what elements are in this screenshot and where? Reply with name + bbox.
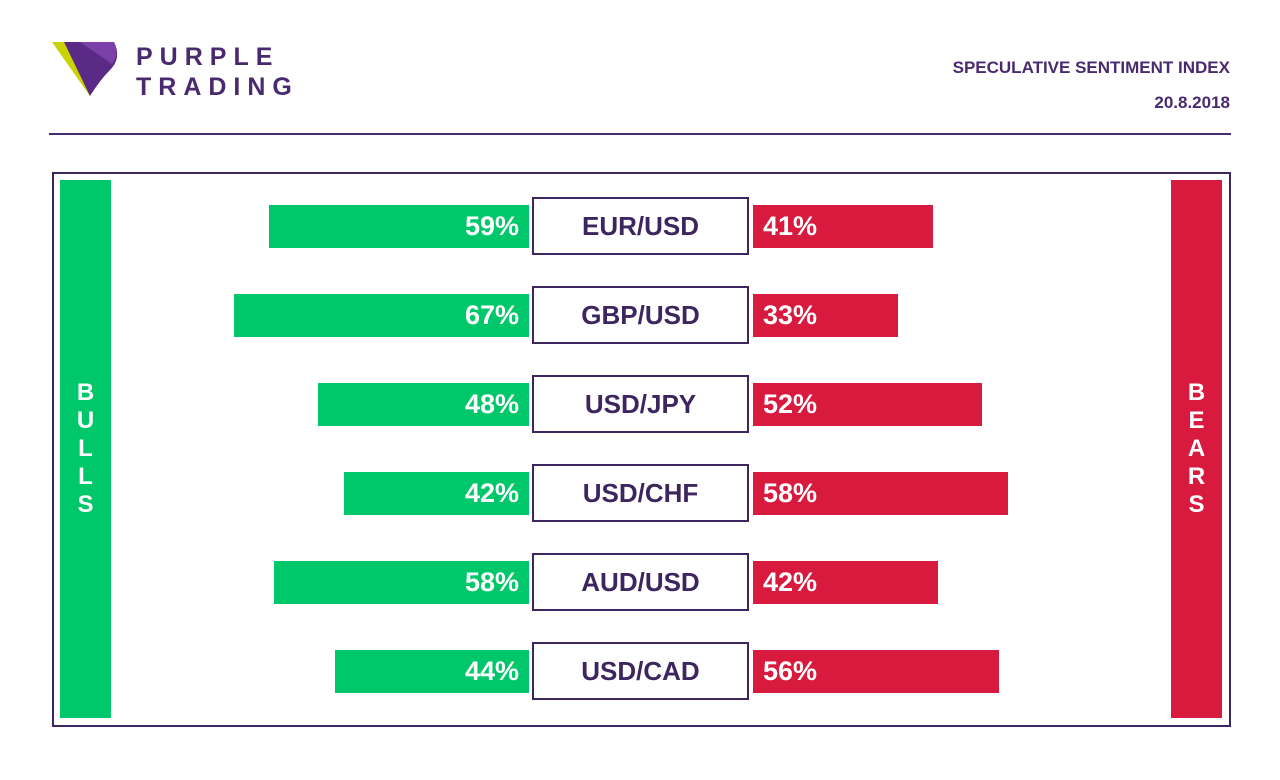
bulls-label-letter: U: [76, 407, 95, 434]
bear-bar: 58%: [753, 472, 1009, 515]
bears-label-letter: B: [1187, 379, 1206, 406]
bears-label-letter: A: [1187, 435, 1206, 462]
pair-label: GBP/USD: [532, 286, 749, 344]
chart-frame: [52, 172, 1231, 727]
brand-name: PURPLE TRADING: [136, 42, 299, 102]
pair-label: USD/CAD: [532, 642, 749, 700]
bear-bar: 56%: [753, 650, 1000, 693]
brand-line-2: TRADING: [136, 73, 299, 101]
bulls-label-letter: L: [78, 435, 93, 462]
bear-bar: 41%: [753, 205, 934, 248]
bull-bar: 44%: [335, 650, 529, 693]
bull-bar: 59%: [269, 205, 529, 248]
bulls-label-letter: S: [77, 491, 94, 518]
page-title: SPECULATIVE SENTIMENT INDEX: [952, 58, 1230, 77]
bull-bar: 58%: [273, 561, 529, 604]
report-date: 20.8.2018: [1154, 93, 1230, 112]
bulls-label-letter: L: [78, 463, 93, 490]
bulls-label-letter: B: [76, 379, 95, 406]
bears-label-letter: E: [1188, 407, 1205, 434]
bears-label-letter: S: [1188, 491, 1205, 518]
bull-bar: 67%: [234, 294, 529, 337]
bear-bar: 42%: [753, 561, 938, 604]
brand-line-1: PURPLE: [136, 43, 280, 71]
bear-bar: 52%: [753, 383, 982, 426]
pair-label: AUD/USD: [532, 553, 749, 611]
bear-bar: 33%: [753, 294, 899, 337]
bears-label-letter: R: [1187, 463, 1206, 490]
header-divider: [49, 133, 1231, 135]
pair-label: USD/JPY: [532, 375, 749, 433]
pair-label: EUR/USD: [532, 197, 749, 255]
logo-mark-icon: [52, 42, 118, 96]
pair-label: USD/CHF: [532, 464, 749, 522]
bull-bar: 42%: [344, 472, 529, 515]
purple-trading-logo: PURPLE TRADING: [52, 40, 312, 102]
bull-bar: 48%: [317, 383, 529, 426]
